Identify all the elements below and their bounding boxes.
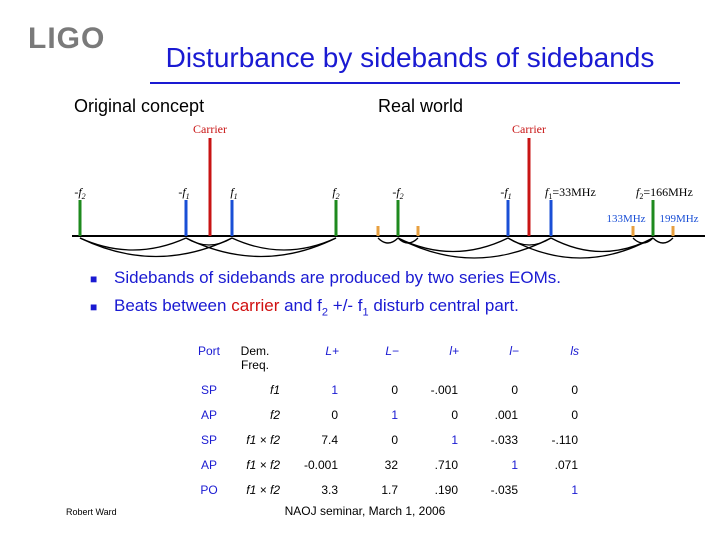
cell-port: AP bbox=[200, 407, 217, 422]
cell-port: AP bbox=[200, 457, 217, 472]
cell-value: 1 bbox=[511, 457, 518, 472]
left-label-minus-f1: -f1 bbox=[178, 185, 189, 201]
cell-value: -.033 bbox=[490, 432, 518, 447]
header-l-minus: l− bbox=[509, 344, 519, 358]
cell-port: SP bbox=[200, 432, 217, 447]
right-arc bbox=[397, 237, 552, 259]
high-sideband-label: 199MHz bbox=[659, 213, 698, 225]
cell-dem-freq: f1 × f2 bbox=[246, 432, 280, 447]
cell-value: 1 bbox=[391, 407, 398, 422]
header-L-plus: L+ bbox=[325, 344, 339, 358]
left-arc bbox=[185, 237, 337, 258]
cell-value: 1 bbox=[451, 432, 458, 447]
cell-value: .710 bbox=[434, 457, 458, 472]
header-dem-freq: Dem. Freq. bbox=[240, 344, 270, 372]
low-sideband-label: 133MHz bbox=[606, 213, 645, 225]
bullet-text: Beats between carrier and f2 +/- f1 dist… bbox=[114, 296, 519, 319]
cell-value: 0 bbox=[451, 407, 458, 422]
right-label-minus-f2: -f2 bbox=[392, 185, 403, 201]
table-header-row: Port Dem. Freq. L+ L− l+ l− ls bbox=[188, 343, 580, 377]
cell-port: SP bbox=[200, 382, 217, 397]
right-arc bbox=[550, 237, 654, 253]
header-l-plus: l+ bbox=[449, 344, 459, 358]
header-L-minus: L− bbox=[385, 344, 399, 358]
left-arc bbox=[185, 237, 233, 246]
ligo-logo: LIGO bbox=[28, 22, 106, 55]
right-arc bbox=[397, 237, 419, 244]
cell-value: 0 bbox=[571, 382, 578, 397]
left-arc bbox=[231, 237, 337, 251]
right-arc bbox=[507, 237, 552, 246]
header-port: Port bbox=[197, 344, 220, 358]
cell-value: 0 bbox=[571, 407, 578, 422]
right-label-f2: f2=166MHz bbox=[636, 185, 693, 201]
seminar-footer: NAOJ seminar, March 1, 2006 bbox=[284, 504, 446, 518]
real-world-heading: Real world bbox=[378, 96, 464, 116]
title-underline bbox=[150, 82, 680, 84]
left-arc bbox=[79, 237, 187, 251]
mixing-matrix-table: Port Dem. Freq. L+ L− l+ l− ls SP f1 1 0 -.0… bbox=[188, 343, 580, 502]
cell-dem-freq: f1 × f2 bbox=[246, 482, 280, 497]
cell-value: .071 bbox=[554, 457, 578, 472]
cell-value: 1.7 bbox=[381, 482, 398, 497]
cell-dem-freq: f1 × f2 bbox=[246, 457, 280, 472]
left-label-f1: f1 bbox=[230, 185, 237, 201]
right-carrier-label: Carrier bbox=[512, 122, 546, 136]
cell-dem-freq: f1 bbox=[269, 382, 280, 397]
bullet-item: ■ Beats between carrier and f2 +/- f1 di… bbox=[90, 296, 561, 318]
bullet-icon: ■ bbox=[90, 272, 98, 286]
bullet-list: ■ Sidebands of sidebands are produced by… bbox=[90, 268, 561, 324]
cell-port: PO bbox=[200, 482, 218, 497]
cell-value: 1 bbox=[331, 382, 338, 397]
left-arc bbox=[79, 237, 233, 258]
table-row: SP f1 × f2 7.4 0 1 -.033 -.110 bbox=[188, 427, 580, 452]
cell-value: 0 bbox=[391, 382, 398, 397]
bullet-text: Sidebands of sidebands are produced by t… bbox=[114, 268, 561, 287]
cell-value: 0 bbox=[391, 432, 398, 447]
table-row: AP f2 0 1 0 .001 0 bbox=[188, 402, 580, 427]
right-arc bbox=[632, 237, 654, 244]
left-label-f2: f2 bbox=[332, 185, 339, 201]
slide-title: Disturbance by sidebands of sidebands bbox=[165, 42, 655, 73]
original-concept-heading: Original concept bbox=[74, 96, 205, 116]
cell-value: 3.3 bbox=[321, 482, 338, 497]
cell-value: 32 bbox=[384, 457, 398, 472]
cell-value: .001 bbox=[494, 407, 518, 422]
cell-value: 7.4 bbox=[321, 432, 338, 447]
cell-value: -.110 bbox=[551, 432, 578, 447]
cell-value: -.035 bbox=[490, 482, 518, 497]
sideband-diagram: Carrier -f2 -f1 f1 f2 Carrier -f2 -f1 f1… bbox=[72, 122, 705, 259]
bullet-icon: ■ bbox=[90, 300, 98, 314]
right-arc bbox=[397, 237, 509, 253]
table-row: PO f1 × f2 3.3 1.7 .190 -.035 1 bbox=[188, 477, 580, 502]
left-label-minus-f2: -f2 bbox=[74, 185, 85, 201]
right-label-f1: f1=33MHz bbox=[545, 185, 596, 201]
author-name: Robert Ward bbox=[66, 507, 117, 517]
cell-value: 0 bbox=[511, 382, 518, 397]
header-ls: ls bbox=[570, 344, 579, 358]
table-row: SP f1 1 0 -.001 0 0 bbox=[188, 377, 580, 402]
cell-value: -0.001 bbox=[303, 457, 338, 472]
cell-dem-freq: f2 bbox=[269, 407, 280, 422]
cell-value: -.001 bbox=[430, 382, 458, 397]
table-row: AP f1 × f2 -0.001 32 .710 1 .071 bbox=[188, 452, 580, 477]
right-arc bbox=[377, 237, 399, 244]
bullet-item: ■ Sidebands of sidebands are produced by… bbox=[90, 268, 561, 290]
cell-value: .190 bbox=[434, 482, 458, 497]
cell-value: 1 bbox=[571, 482, 578, 497]
right-arc bbox=[652, 237, 674, 244]
left-carrier-label: Carrier bbox=[193, 122, 227, 136]
cell-value: 0 bbox=[331, 407, 338, 422]
right-arc bbox=[507, 237, 654, 259]
right-label-minus-f1: -f1 bbox=[500, 185, 511, 201]
